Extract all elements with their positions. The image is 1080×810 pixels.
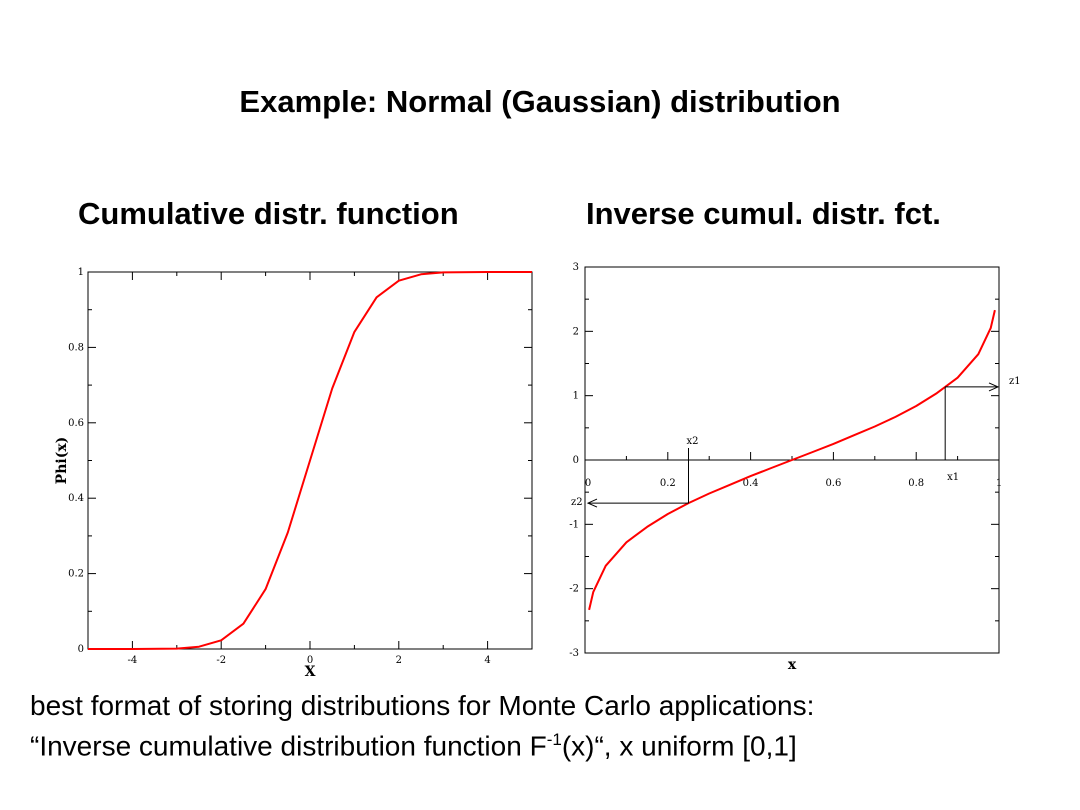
cdf-y-tick-label: 0.6 xyxy=(68,418,84,429)
inv-x-tick-label: 0.8 xyxy=(908,478,924,489)
inv-x-tick-label: 1 xyxy=(996,478,1002,489)
inverse-superscript: -1 xyxy=(546,730,562,749)
z2-arrowhead xyxy=(586,498,598,508)
explanation-line-1: best format of storing distributions for… xyxy=(30,690,815,721)
z2-label: z2 xyxy=(571,497,583,508)
cdf-y-tick-label: 0.2 xyxy=(68,569,84,580)
z1-label: z1 xyxy=(1009,376,1021,387)
cdf-y-tick-label: 0.4 xyxy=(68,493,84,504)
cdf-x-axis-label: X xyxy=(305,664,316,680)
explanation-line-2: “Inverse cumulative distribution functio… xyxy=(30,730,797,762)
explanation-line-2a: “Inverse cumulative distribution functio… xyxy=(30,730,547,762)
inv-y-tick-label: -2 xyxy=(569,584,579,595)
inv-y-tick-label: 2 xyxy=(573,326,579,337)
inv-x-axis-label: x xyxy=(788,657,797,673)
inv-y-tick-label: 0 xyxy=(573,455,579,466)
cdf-heading: Cumulative distr. function xyxy=(78,196,459,231)
cdf-x-tick-label: 2 xyxy=(396,655,402,666)
inv-x-tick-label: 0.4 xyxy=(743,478,759,489)
cdf-x-tick-label: 0 xyxy=(307,655,313,666)
inv-y-tick-label: -3 xyxy=(569,648,579,659)
inv-y-tick-label: 3 xyxy=(573,262,579,273)
cdf-x-tick-label: -4 xyxy=(128,655,138,666)
cdf-y-tick-label: 0.8 xyxy=(68,342,84,353)
explanation-line-2b: (x)“, x uniform [0,1] xyxy=(561,730,797,762)
inv-x-tick-label: 0.2 xyxy=(660,478,676,489)
cdf-series-line xyxy=(88,271,532,650)
inv-x-tick-label: 0 xyxy=(585,478,591,489)
slide-title: Example: Normal (Gaussian) distribution xyxy=(239,84,841,119)
cdf-y-axis-label: Phi(x) xyxy=(54,437,70,485)
inverse-cdf-heading: Inverse cumul. distr. fct. xyxy=(586,196,941,231)
inv-y-tick-label: -1 xyxy=(569,519,579,530)
z1-arrowhead xyxy=(988,382,1000,392)
x1-label: x1 xyxy=(947,472,959,483)
cdf-y-tick-label: 1 xyxy=(78,267,84,278)
inv-series-line xyxy=(588,309,996,611)
cdf-y-tick-label: 0 xyxy=(78,644,84,655)
cdf-x-tick-label: -2 xyxy=(216,655,226,666)
inv-y-tick-label: 1 xyxy=(573,391,579,402)
inv-x-tick-label: 0.6 xyxy=(825,478,841,489)
cdf-x-tick-label: 4 xyxy=(484,655,490,666)
x2-label: x2 xyxy=(687,436,699,447)
